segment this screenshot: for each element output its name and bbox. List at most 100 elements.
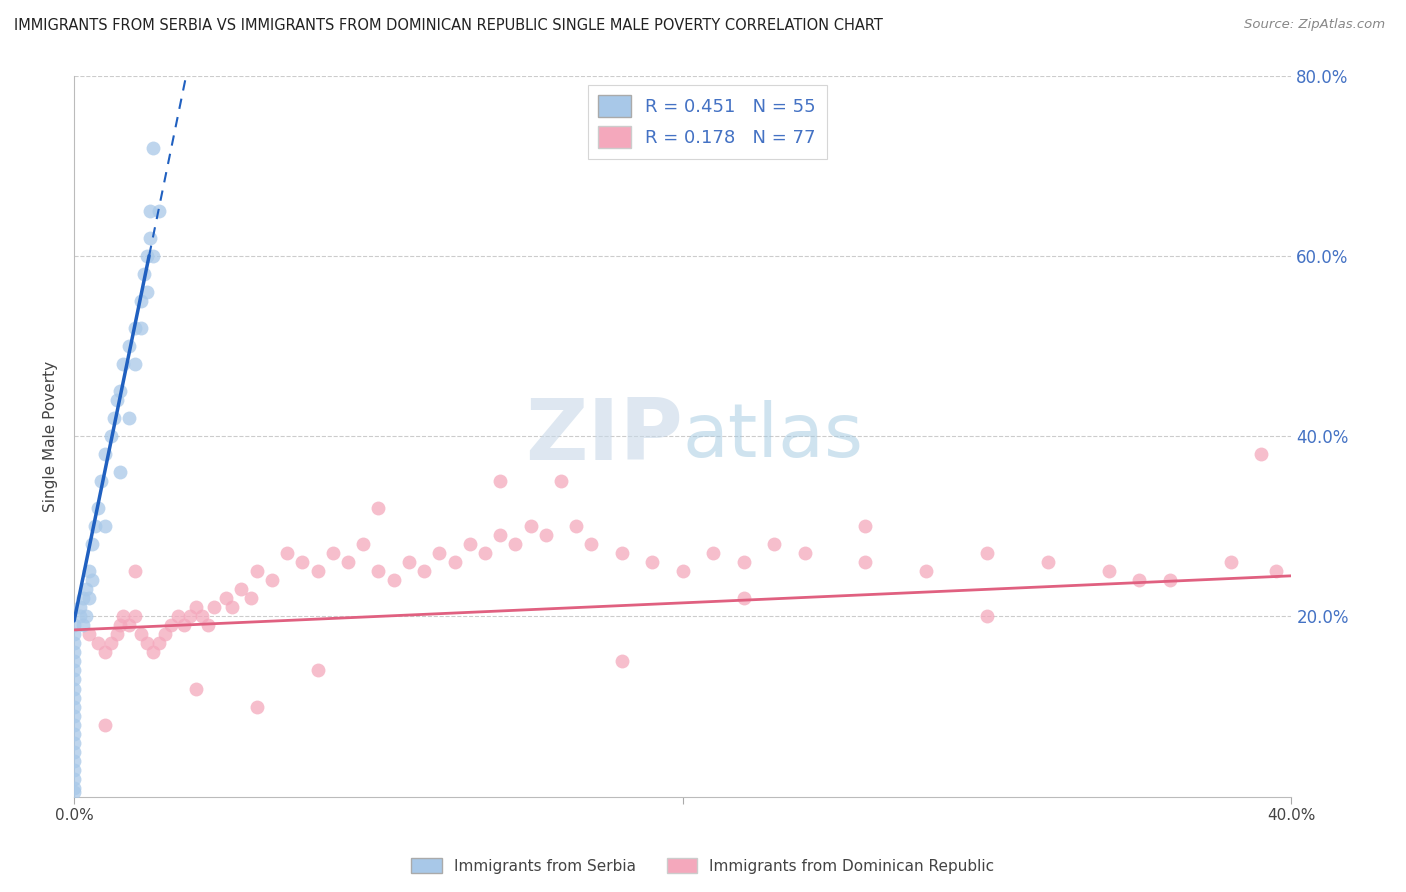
Point (427, 546, 450, 560)
Point (69, 609, 91, 624)
Point (63, 726, 86, 740)
Point (79, 627, 101, 641)
Point (87, 636, 110, 650)
Point (82, 537, 104, 551)
Point (489, 528, 512, 542)
Point (63, 735, 86, 749)
Point (72, 618, 94, 632)
Point (63, 690, 86, 705)
Point (1159, 574, 1181, 588)
Point (231, 582, 253, 597)
Point (179, 609, 201, 624)
Point (260, 574, 283, 588)
Point (976, 609, 998, 624)
Point (733, 591, 755, 606)
Point (108, 618, 131, 632)
Point (72, 591, 94, 606)
Point (108, 465, 131, 479)
Point (63, 780, 86, 795)
Point (63, 655, 86, 669)
Point (100, 429, 122, 443)
Point (202, 600, 225, 615)
Point (63, 699, 86, 714)
Point (641, 555, 664, 569)
Point (82, 574, 104, 588)
Point (63, 717, 86, 731)
Point (118, 339, 141, 353)
Point (63, 681, 86, 696)
Point (155, 627, 177, 641)
Point (1098, 564, 1121, 578)
Point (75, 582, 97, 597)
Point (534, 528, 557, 542)
Point (142, 141, 165, 155)
Point (139, 203, 162, 218)
Point (124, 609, 146, 624)
Point (105, 627, 128, 641)
Text: IMMIGRANTS FROM SERBIA VS IMMIGRANTS FROM DOMINICAN REPUBLIC SINGLE MALE POVERTY: IMMIGRANTS FROM SERBIA VS IMMIGRANTS FRO… (14, 18, 883, 33)
Point (136, 249, 159, 263)
Point (63, 645, 86, 659)
Point (93, 447, 115, 461)
Point (100, 636, 122, 650)
Point (550, 474, 572, 488)
Text: atlas: atlas (683, 400, 863, 473)
Point (63, 673, 86, 687)
Point (1250, 447, 1272, 461)
Point (84, 519, 107, 533)
Point (118, 411, 141, 425)
Point (136, 285, 159, 299)
Point (307, 564, 329, 578)
Point (118, 618, 141, 632)
Point (103, 411, 125, 425)
Point (489, 474, 512, 488)
Point (474, 546, 496, 560)
Point (111, 609, 134, 624)
Point (291, 555, 314, 569)
Point (93, 519, 115, 533)
Point (1128, 574, 1150, 588)
Point (124, 564, 146, 578)
Point (565, 519, 588, 533)
Legend: R = 0.451   N = 55, R = 0.178   N = 77: R = 0.451 N = 55, R = 0.178 N = 77 (588, 85, 827, 160)
Point (519, 519, 541, 533)
Point (136, 636, 159, 650)
Point (124, 357, 146, 371)
Point (853, 555, 876, 569)
Point (129, 293, 152, 308)
Point (246, 699, 269, 714)
Point (79, 591, 101, 606)
Point (63, 627, 86, 641)
Point (215, 591, 238, 606)
Point (108, 384, 131, 398)
Point (139, 231, 162, 245)
Legend: Immigrants from Serbia, Immigrants from Dominican Republic: Immigrants from Serbia, Immigrants from … (405, 852, 1001, 880)
Point (367, 564, 389, 578)
Point (63, 708, 86, 723)
Point (93, 645, 115, 659)
Point (184, 681, 207, 696)
Point (976, 546, 998, 560)
Text: Source: ZipAtlas.com: Source: ZipAtlas.com (1244, 18, 1385, 31)
Text: ZIP: ZIP (524, 394, 683, 477)
Point (1265, 564, 1288, 578)
Point (148, 203, 170, 218)
Point (382, 574, 405, 588)
Point (352, 537, 374, 551)
Point (63, 772, 86, 786)
Point (142, 249, 165, 263)
Point (246, 564, 269, 578)
Point (63, 618, 86, 632)
Point (505, 537, 527, 551)
Point (322, 546, 344, 560)
Point (63, 636, 86, 650)
Point (367, 501, 389, 516)
Point (129, 321, 152, 335)
Point (763, 537, 786, 551)
Point (793, 546, 815, 560)
Point (610, 655, 633, 669)
Point (160, 618, 183, 632)
Point (197, 618, 219, 632)
Point (173, 618, 195, 632)
Point (124, 321, 146, 335)
